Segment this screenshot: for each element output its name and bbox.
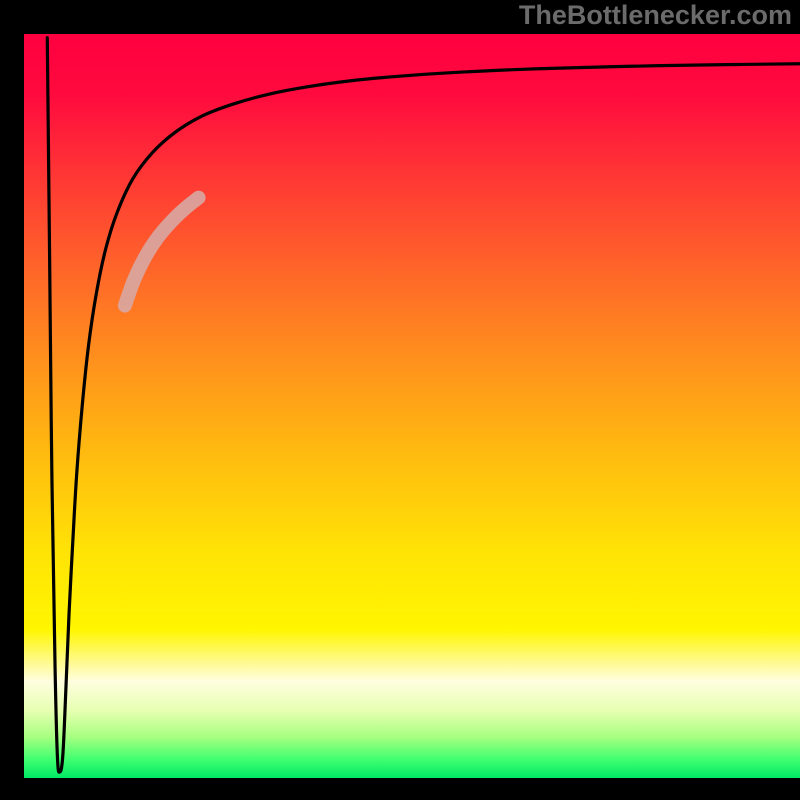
chart-border-left [0,0,24,800]
chart-background [24,34,800,778]
chart-border-bottom [0,778,800,800]
watermark-text: TheBottlenecker.com [519,0,792,31]
chart-canvas: TheBottlenecker.com [0,0,800,800]
bottleneck-chart [0,0,800,800]
